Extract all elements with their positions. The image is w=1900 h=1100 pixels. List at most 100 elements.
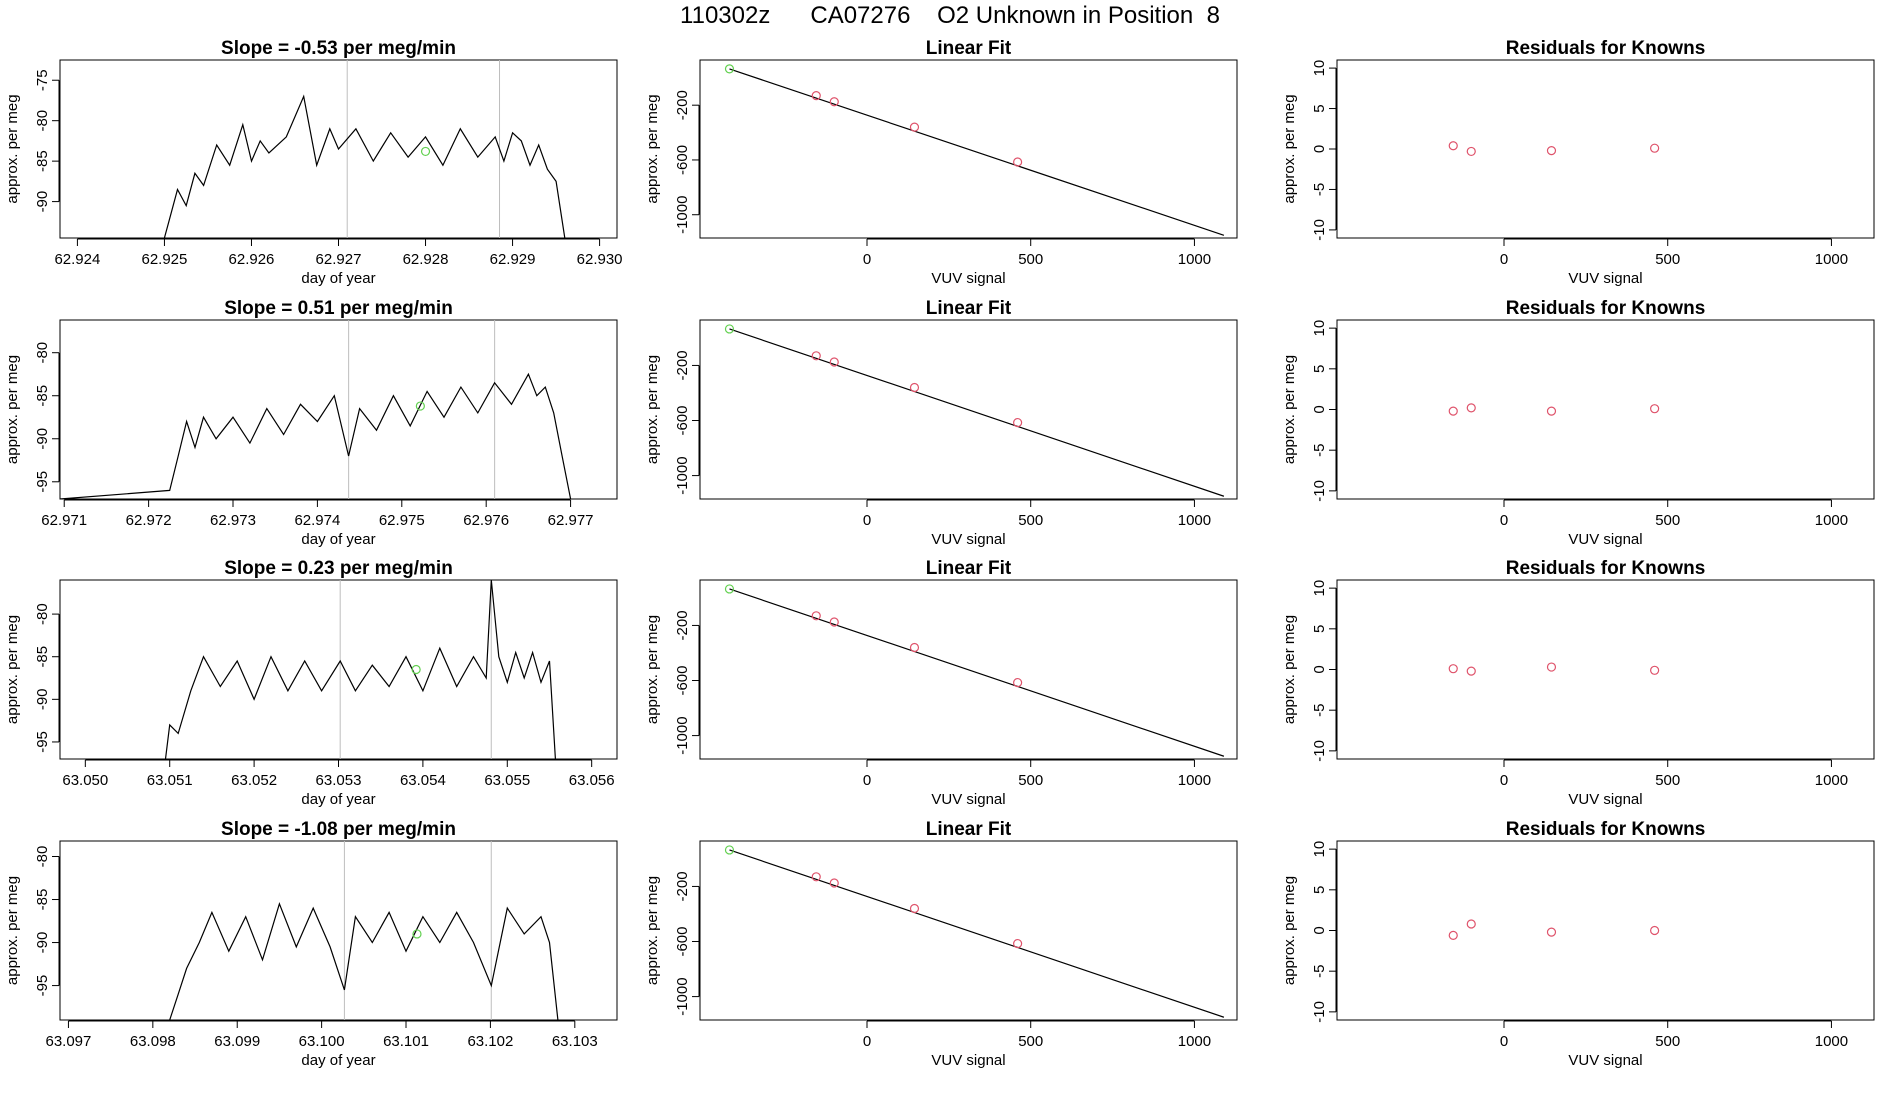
x-tick-label: 500 — [1655, 772, 1680, 789]
y-tick-label: -85 — [34, 646, 51, 668]
series-line — [169, 901, 559, 1020]
residual-point — [1650, 925, 1660, 936]
known-point — [1013, 417, 1023, 428]
plot-area — [724, 845, 1225, 1018]
y-tick-label: 10 — [1311, 320, 1328, 337]
y-tick-label: -600 — [674, 405, 691, 435]
y-axis-label: approx. per meg — [4, 876, 21, 985]
x-tick-label: 1000 — [1178, 1033, 1211, 1050]
known-point — [829, 357, 839, 367]
plot-frame — [1336, 840, 1875, 1021]
y-tick-label: -200 — [674, 610, 691, 640]
x-tick-label: 63.103 — [552, 1033, 598, 1050]
known-point — [811, 872, 821, 882]
known-point — [811, 611, 821, 621]
y-tick-label: 5 — [1311, 104, 1328, 112]
x-tick-label: 63.054 — [400, 772, 446, 789]
y-tick-label: -95 — [34, 731, 51, 753]
y-tick-label: -5 — [1311, 704, 1328, 717]
unknown-point — [420, 146, 431, 157]
y-tick-label: -200 — [674, 350, 691, 380]
series-line — [163, 94, 566, 238]
residual-point — [1448, 930, 1458, 940]
y-tick-label: -600 — [674, 145, 691, 175]
y-axis: -10 -5 0 5 10 — [1311, 320, 1337, 502]
x-axis: 0 500 1000 — [1500, 1020, 1848, 1050]
known-point — [1013, 157, 1023, 167]
panel-title: Residuals for Knowns — [1506, 819, 1706, 840]
y-tick-label: -5 — [1311, 444, 1328, 457]
x-tick-label: 62.924 — [54, 251, 100, 268]
y-axis-label: approx. per meg — [644, 94, 661, 203]
y-tick-label: -10 — [1311, 480, 1328, 502]
residual-point — [1448, 141, 1458, 151]
residual-point — [1650, 665, 1660, 675]
y-tick-label: -80 — [34, 846, 51, 868]
x-tick-label: 0 — [1500, 772, 1508, 789]
y-tick-label: -600 — [674, 926, 691, 956]
residual-point — [1546, 406, 1557, 416]
y-axis: -1000 -600 -200 — [674, 350, 700, 495]
known-point — [1013, 677, 1023, 688]
x-axis: 62.971 62.972 62.973 62.974 62.975 62.976 62.9… — [41, 499, 594, 529]
x-axis-label: VUV signal — [931, 791, 1005, 808]
y-axis-label: approx. per meg — [1281, 876, 1298, 985]
page-title: 110302z CA07276 O2 Unknown in Position 8 — [680, 2, 1220, 29]
x-tick-label: 62.977 — [548, 512, 594, 529]
plot-area — [60, 320, 572, 499]
y-tick-label: 10 — [1311, 580, 1328, 597]
y-axis: -90 -85 -80 -75 — [34, 69, 60, 212]
y-axis-label: approx. per meg — [644, 615, 661, 724]
unknown-point — [724, 324, 735, 334]
x-axis: 0 500 1000 — [1500, 499, 1848, 529]
panel-resid-row3: Residuals for Knowns 0 500 1000 VUV signal -1… — [1281, 558, 1875, 808]
y-tick-label: -1000 — [674, 716, 691, 754]
y-axis: -1000 -600 -200 — [674, 871, 700, 1016]
panel-resid-row4: Residuals for Knowns 0 500 1000 VUV signal -1… — [1281, 819, 1875, 1069]
x-axis: 0 500 1000 — [863, 238, 1211, 268]
known-point — [909, 382, 920, 393]
y-axis: -1000 -600 -200 — [674, 90, 700, 234]
y-tick-label: 0 — [1311, 926, 1328, 934]
x-tick-label: 63.051 — [147, 772, 193, 789]
plot-frame — [699, 319, 1238, 500]
y-axis: -10 -5 0 5 10 — [1311, 841, 1337, 1023]
x-tick-label: 63.052 — [231, 772, 277, 789]
panel-fit-row1: Linear Fit 0 500 1000 VUV signal -1000 -600 -20… — [644, 38, 1238, 287]
x-tick-label: 500 — [1018, 251, 1043, 268]
x-tick-label: 62.925 — [141, 251, 187, 268]
panel-resid-row1: Residuals for Knowns 0 500 1000 VUV signal -1… — [1281, 38, 1875, 287]
known-point — [829, 97, 839, 107]
y-tick-label: 5 — [1311, 625, 1328, 633]
x-tick-label: 500 — [1655, 1033, 1680, 1050]
panel-title: Linear Fit — [926, 38, 1012, 59]
residual-point — [1448, 406, 1458, 416]
x-tick-label: 62.976 — [463, 512, 509, 529]
y-axis: -10 -5 0 5 10 — [1311, 60, 1337, 241]
y-tick-label: -95 — [34, 471, 51, 493]
x-tick-label: 1000 — [1178, 772, 1211, 789]
unknown-point — [412, 929, 422, 939]
x-tick-label: 0 — [1500, 251, 1508, 268]
plot-area — [724, 584, 1225, 757]
y-axis-label: approx. per meg — [1281, 355, 1298, 464]
residual-point — [1650, 404, 1660, 414]
x-tick-label: 63.053 — [316, 772, 362, 789]
panel-fit-row2: Linear Fit 0 500 1000 VUV signal -1000 -600 -20… — [644, 298, 1238, 548]
x-tick-label: 1000 — [1815, 512, 1848, 529]
unknown-point — [724, 584, 735, 594]
x-tick-label: 0 — [863, 772, 871, 789]
x-tick-label: 1000 — [1178, 251, 1211, 268]
plot-frame — [699, 840, 1238, 1021]
y-axis-label: approx. per meg — [644, 876, 661, 985]
plot-area — [1448, 403, 1660, 416]
x-tick-label: 63.101 — [383, 1033, 429, 1050]
x-tick-label: 0 — [1500, 1033, 1508, 1050]
y-axis: -95 -90 -85 -80 — [34, 342, 60, 493]
fit-line — [729, 849, 1225, 1018]
x-tick-label: 1000 — [1815, 251, 1848, 268]
y-axis: -1000 -600 -200 — [674, 610, 700, 755]
y-axis: -95 -90 -85 -80 — [34, 603, 60, 753]
plot-frame — [1336, 579, 1875, 760]
